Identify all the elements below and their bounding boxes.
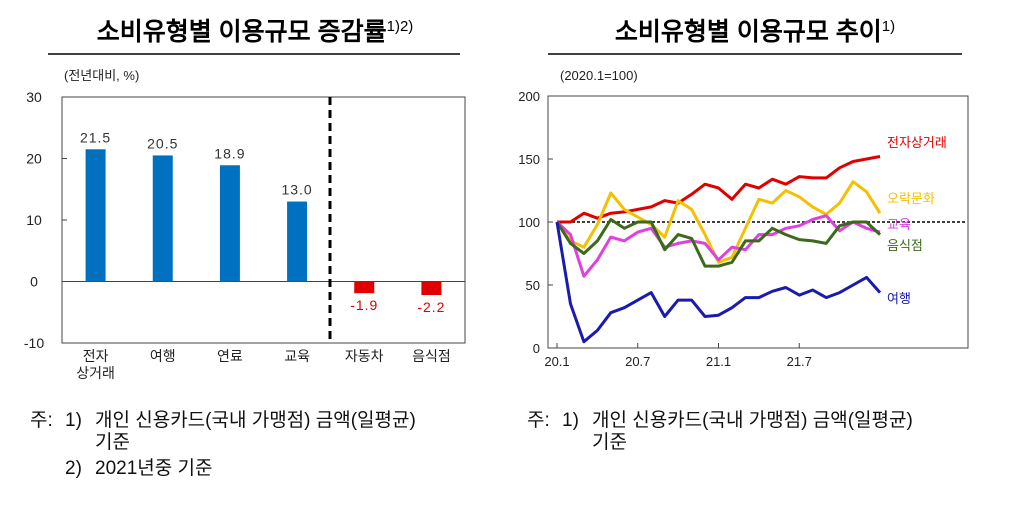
plot-frame: [61, 96, 466, 344]
title-text: 소비유형별 이용규모 추이: [615, 18, 882, 46]
note-label: 주:: [30, 410, 53, 431]
unit-label: (전년대비, %): [64, 68, 139, 83]
note-marker: 1): [65, 410, 82, 431]
value-label: 21.5: [80, 129, 111, 145]
value-label: -2.2: [417, 299, 445, 315]
title-text: 소비유형별 이용규모 증감률: [97, 18, 387, 46]
y-tick-label: 150: [518, 152, 540, 167]
note-text: 개인 신용카드(국내 가맹점) 금액(일평균) 기준: [95, 410, 416, 453]
x-tick-label: 여행: [150, 348, 176, 364]
y-tick-label: 30: [26, 89, 42, 105]
y-tick-label: 0: [533, 341, 540, 356]
series-line: [555, 214, 881, 278]
note-label: 주:: [527, 410, 550, 431]
bar: [152, 155, 173, 282]
bar: [354, 281, 375, 294]
value-label: 20.5: [147, 135, 178, 151]
x-tick-label: 21.7: [787, 354, 812, 369]
value-label: -1.9: [350, 297, 378, 313]
y-tick-label: 10: [26, 212, 42, 228]
x-tick-label: 자동차: [345, 348, 384, 364]
bar: [85, 149, 106, 282]
series-line: [555, 221, 882, 344]
y-tick-label: 20: [26, 151, 42, 167]
x-tick-label: 교육: [284, 348, 310, 364]
bar: [287, 201, 308, 282]
x-tick-label: 20.1: [544, 354, 569, 369]
series-label: 여행: [887, 291, 911, 306]
note-marker: 1): [562, 410, 579, 431]
chart-title: 소비유형별 이용규모 추이1): [615, 18, 895, 46]
x-tick-label: 음식점: [412, 348, 451, 364]
x-tick-label: 21.1: [706, 354, 731, 369]
series-label: 오락문화: [887, 191, 935, 206]
note-text: 개인 신용카드(국내 가맹점) 금액(일평균) 기준: [592, 410, 913, 453]
unit-label: (2020.1=100): [560, 68, 638, 83]
title-note: 1)2): [387, 18, 414, 35]
y-tick-label: 50: [526, 278, 540, 293]
title-note: 1): [882, 18, 895, 35]
value-label: 13.0: [281, 182, 312, 198]
bar: [421, 281, 442, 296]
series-label: 전자상거래: [887, 135, 947, 150]
series-line: [555, 218, 882, 268]
x-tick-label: 전자 상거래: [76, 348, 115, 381]
note-marker: 2): [65, 458, 82, 479]
series-label: 교육: [887, 217, 911, 232]
x-tick-label: 20.7: [625, 354, 650, 369]
y-tick-label: 200: [518, 89, 540, 104]
series-line: [557, 155, 881, 224]
bar: [219, 165, 240, 282]
y-tick-label: 100: [518, 215, 540, 230]
y-tick-label: -10: [24, 335, 44, 351]
x-tick-label: 연료: [217, 348, 243, 364]
note-text: 2021년중 기준: [95, 458, 213, 479]
value-label: 18.9: [214, 145, 245, 161]
series-label: 음식점: [887, 238, 923, 253]
chart-title: 소비유형별 이용규모 증감률1)2): [97, 18, 414, 46]
y-tick-label: 0: [30, 274, 38, 290]
